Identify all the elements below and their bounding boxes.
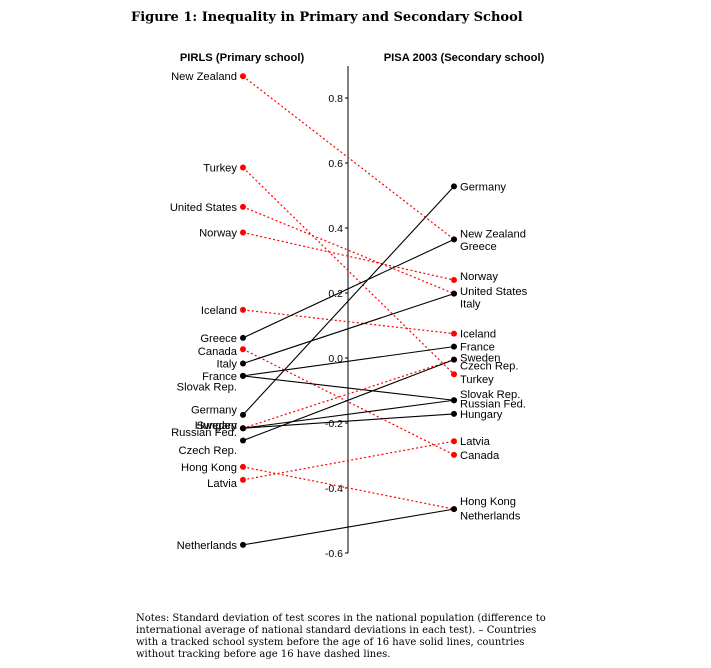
label-right-united-states: United States <box>460 286 528 298</box>
point-left-turkey <box>240 164 246 171</box>
point-left-russian-fed <box>240 425 246 432</box>
point-left-new-zealand <box>240 73 246 80</box>
point-left-canada <box>240 346 246 353</box>
point-left-greece <box>240 334 246 341</box>
label-left-czech-rep: Czech Rep. <box>179 445 237 457</box>
point-right-germany <box>451 183 457 190</box>
label-left-new-zealand: New Zealand <box>171 71 237 83</box>
line-russian-fed <box>242 399 455 429</box>
label-left-slovak-rep: Slovak Rep. <box>177 382 237 394</box>
y-tick-label-0-8: 0.8 <box>328 93 343 105</box>
label-right-france: France <box>460 342 495 354</box>
point-left-norway <box>240 229 246 236</box>
country-labels: New Zealand New Zealand Turkey Turkey United… <box>170 71 528 552</box>
label-right-turkey: Turkey <box>460 374 494 386</box>
point-left-czech-rep <box>240 437 246 444</box>
label-left-latvia: Latvia <box>207 478 238 490</box>
point-right-norway <box>451 277 457 283</box>
line-hong-kong <box>242 466 455 510</box>
label-right-netherlands: Netherlands <box>460 511 521 523</box>
data-points <box>240 73 457 548</box>
point-right-france <box>451 343 457 350</box>
point-right-hungary <box>451 410 457 417</box>
label-right-greece: Greece <box>460 241 497 253</box>
y-tick-label-0-4: 0.4 <box>328 223 343 235</box>
label-right-slovak-rep: Slovak Rep. <box>460 389 520 401</box>
line-netherlands <box>242 508 455 546</box>
label-left-germany: Germany <box>191 404 237 416</box>
y-tick-label-0-6: 0.6 <box>328 158 343 170</box>
label-left-hong-kong: Hong Kong <box>181 462 237 474</box>
label-right-new-zealand: New Zealand <box>460 229 526 241</box>
y-tick-label-0-2: -0.2 <box>325 418 343 430</box>
left-column-title: PIRLS (Primary school) <box>180 52 305 64</box>
right-column-title: PISA 2003 (Secondary school) <box>384 52 545 64</box>
point-left-iceland <box>240 306 246 313</box>
point-right-netherlands <box>451 506 457 513</box>
label-right-italy: Italy <box>460 298 481 310</box>
line-hungary <box>242 413 455 429</box>
label-left-sweden: Sweden <box>197 420 237 432</box>
label-left-france: France <box>202 371 237 383</box>
line-czech-rep <box>242 359 455 442</box>
label-right-iceland: Iceland <box>460 329 496 341</box>
label-left-greece: Greece <box>200 333 237 345</box>
connecting-lines <box>242 75 455 546</box>
point-left-united-states <box>240 203 246 210</box>
point-right-turkey <box>451 371 457 378</box>
label-left-norway: Norway <box>199 228 237 240</box>
label-right-norway: Norway <box>460 271 498 283</box>
line-sweden <box>242 359 455 429</box>
line-germany <box>242 186 455 416</box>
label-left-turkey: Turkey <box>203 163 237 175</box>
y-axis-ticks: 0.80.60.40.20.0-0.2-0.4-0.6 <box>325 93 348 560</box>
label-left-canada: Canada <box>198 346 238 358</box>
line-slovak-rep <box>242 375 455 401</box>
point-right-russian-fed <box>451 397 457 404</box>
label-right-hungary: Hungary <box>460 409 503 421</box>
point-left-hong-kong <box>240 463 246 470</box>
label-left-iceland: Iceland <box>201 305 237 317</box>
figure-title: Figure 1: Inequality in Primary and Seco… <box>131 10 523 25</box>
y-tick-label-0-6: -0.6 <box>325 548 343 560</box>
line-new-zealand <box>242 75 455 240</box>
point-right-greece <box>451 236 457 243</box>
label-right-germany: Germany <box>460 181 506 193</box>
figure-notes: Notes: Standard deviation of test scores… <box>136 613 546 660</box>
point-right-canada <box>451 451 457 458</box>
label-right-hong-kong: Hong Kong <box>460 496 516 508</box>
point-right-italy <box>451 290 457 297</box>
line-turkey <box>242 167 455 375</box>
label-right-sweden: Sweden <box>460 352 500 364</box>
label-left-hungary: Hungary <box>195 420 238 432</box>
point-right-czech-rep <box>451 356 457 363</box>
line-greece <box>242 238 455 339</box>
point-left-netherlands <box>240 541 246 548</box>
label-right-russian-fed: Russian Fed. <box>460 399 526 411</box>
label-left-russian-fed: Russian Fed. <box>171 427 237 439</box>
point-right-latvia <box>451 438 457 445</box>
label-left-italy: Italy <box>216 359 237 371</box>
label-right-czech-rep: Czech Rep. <box>460 360 518 372</box>
point-left-latvia <box>240 476 246 483</box>
point-left-italy <box>240 360 246 367</box>
point-left-slovak-rep <box>240 372 246 379</box>
line-norway <box>242 231 455 281</box>
slope-chart: PIRLS (Primary school) PISA 2003 (Second… <box>170 52 545 560</box>
label-left-netherlands: Netherlands <box>177 540 238 552</box>
line-italy <box>242 293 455 365</box>
line-france <box>242 346 455 377</box>
line-iceland <box>242 309 455 335</box>
point-right-iceland <box>451 330 457 337</box>
line-united-states <box>242 206 455 295</box>
point-left-germany <box>240 411 246 418</box>
label-right-latvia: Latvia <box>460 436 491 448</box>
label-right-canada: Canada <box>460 450 500 462</box>
label-left-united-states: United States <box>170 202 238 214</box>
